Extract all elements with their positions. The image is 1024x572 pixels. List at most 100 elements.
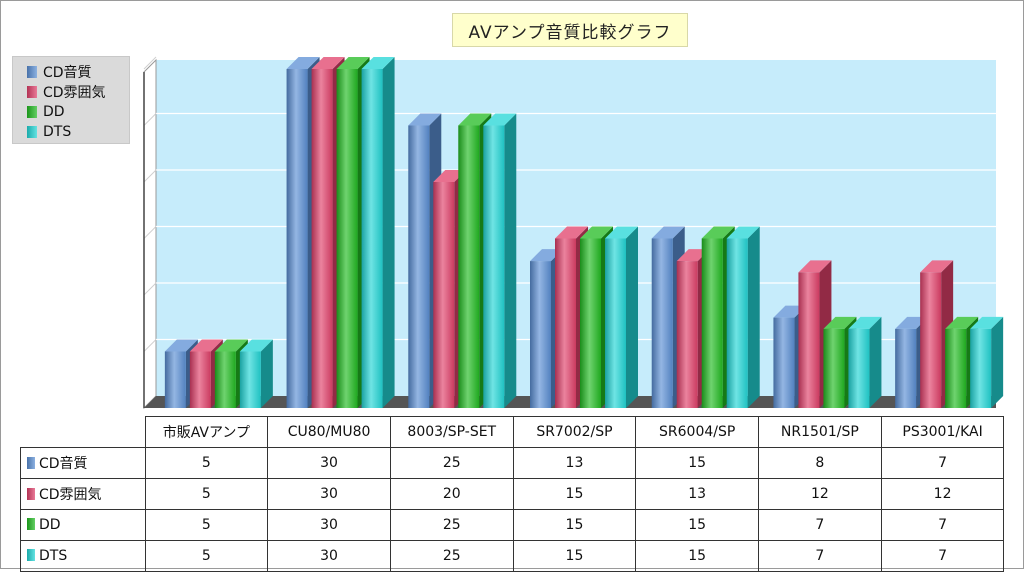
bar <box>164 351 186 408</box>
gridline-side <box>143 282 157 296</box>
bar-top <box>701 226 735 239</box>
bar <box>286 69 308 408</box>
bar-top <box>433 170 467 182</box>
data-value: 15 <box>635 447 760 479</box>
data-value: 12 <box>758 478 882 510</box>
data-value: 20 <box>389 478 514 510</box>
series-swatch <box>27 457 35 469</box>
bar-top <box>970 316 1004 329</box>
table-corner <box>20 416 146 448</box>
category-label: PS3001/KAI <box>880 416 1005 448</box>
data-value: 25 <box>389 447 514 479</box>
legend-item: DD <box>27 102 129 122</box>
series-name: DTS <box>39 548 68 564</box>
series-swatch <box>27 488 35 500</box>
bar <box>651 238 673 408</box>
bar-top <box>408 113 442 126</box>
data-value: 12 <box>880 478 1005 510</box>
gridline-side <box>143 226 157 239</box>
bar <box>798 272 820 408</box>
bar <box>361 69 383 408</box>
bar-top <box>214 339 248 352</box>
bar-top <box>458 113 492 126</box>
series-label: DD <box>20 509 146 541</box>
data-value: 5 <box>144 478 269 510</box>
legend-swatch <box>27 126 37 138</box>
bar <box>580 238 601 408</box>
series-name: DD <box>39 517 61 533</box>
gridline-side <box>143 169 157 183</box>
bar <box>433 182 455 408</box>
bar <box>945 328 967 408</box>
series-name: CD音質 <box>39 456 88 472</box>
data-value: 7 <box>758 509 882 541</box>
bar-top <box>895 316 929 329</box>
data-value: 13 <box>635 478 760 510</box>
bar-side <box>747 226 760 408</box>
bar-side <box>504 113 517 408</box>
bar-top <box>920 260 954 273</box>
data-value: 8 <box>758 447 882 479</box>
bar-top <box>823 316 857 329</box>
bar <box>555 238 576 408</box>
bar <box>676 261 698 408</box>
data-value: 30 <box>267 509 391 541</box>
data-value: 30 <box>267 478 391 510</box>
bar-top <box>239 339 273 352</box>
bar <box>483 125 505 408</box>
bar <box>311 69 333 408</box>
bar-side <box>869 316 882 408</box>
data-value: 7 <box>880 540 1005 572</box>
legend-swatch <box>27 66 37 78</box>
bar-side <box>991 316 1004 408</box>
bar <box>408 125 430 408</box>
legend-item: DTS <box>27 122 129 142</box>
data-value: 13 <box>512 447 637 479</box>
legend-label: CD雰囲気 <box>43 85 106 101</box>
data-value: 30 <box>267 540 391 572</box>
legend: CD音質 CD雰囲気 DD DTS <box>12 56 130 144</box>
data-value: 15 <box>635 540 760 572</box>
bar-top <box>189 339 223 352</box>
series-swatch <box>27 518 35 530</box>
bar-top <box>773 305 807 318</box>
bar <box>848 328 870 408</box>
bar-side <box>626 226 638 408</box>
bar-top <box>555 226 588 239</box>
category-label: CU80/MU80 <box>267 416 391 448</box>
bar <box>214 351 236 408</box>
data-value: 15 <box>512 509 637 541</box>
chart-title: AVアンプ音質比較グラフ <box>452 13 688 47</box>
data-value: 5 <box>144 447 269 479</box>
bar <box>336 69 358 408</box>
data-value: 7 <box>758 540 882 572</box>
bar-top <box>361 57 395 69</box>
series-label: CD音質 <box>20 447 146 479</box>
bar <box>239 351 261 408</box>
legend-label: CD音質 <box>43 65 92 81</box>
data-table: 市販AVアンプ CU80/MU80 8003/SP-SET SR7002/SP SR60… <box>20 416 1005 572</box>
bar-top <box>848 316 882 329</box>
bar-top <box>676 249 710 262</box>
bar <box>458 125 480 408</box>
data-value: 7 <box>880 509 1005 541</box>
data-value: 5 <box>144 509 269 541</box>
table-row: CD音質 5 30 25 13 15 8 7 <box>20 447 1005 479</box>
bar-top <box>164 339 198 352</box>
bar-side <box>382 57 395 408</box>
data-value: 5 <box>144 540 269 572</box>
bar-top <box>945 316 979 329</box>
bar-top <box>311 57 345 69</box>
table-row: CD雰囲気 5 30 20 15 13 12 12 <box>20 478 1005 510</box>
bar <box>701 238 723 408</box>
category-label: NR1501/SP <box>758 416 882 448</box>
bar <box>920 272 942 408</box>
bar <box>189 351 211 408</box>
bar <box>823 328 845 408</box>
data-value: 7 <box>880 447 1005 479</box>
table-header-row: 市販AVアンプ CU80/MU80 8003/SP-SET SR7002/SP SR60… <box>20 416 1005 448</box>
bar-top <box>798 260 832 273</box>
category-label: 8003/SP-SET <box>389 416 514 448</box>
plot-side-wall <box>143 58 157 410</box>
